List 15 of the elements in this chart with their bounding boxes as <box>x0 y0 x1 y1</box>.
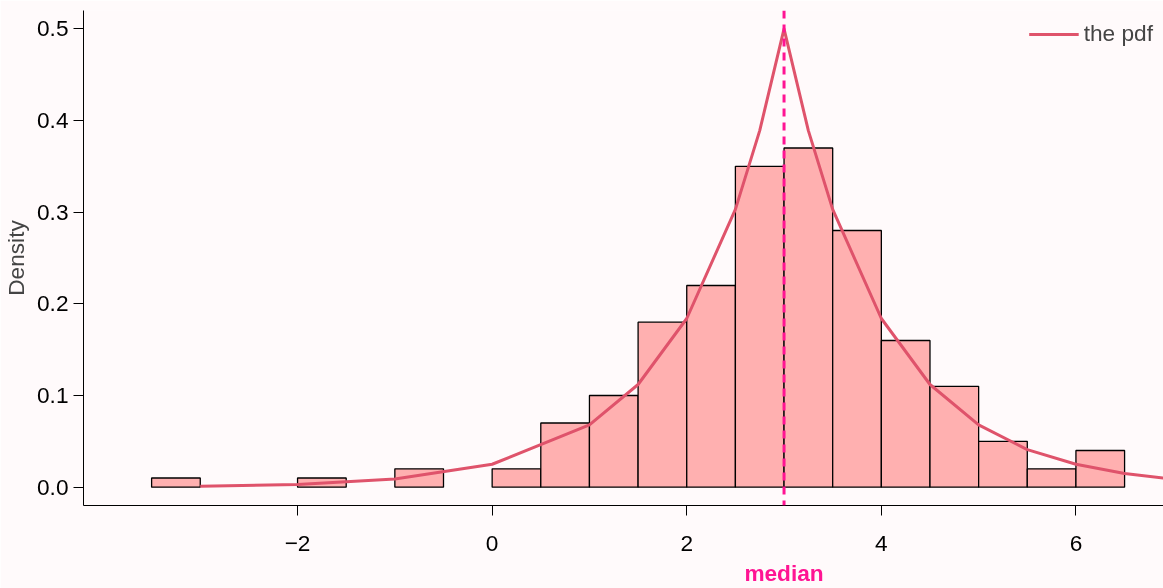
legend-label: the pdf <box>1083 20 1153 47</box>
x-tick-label: 6 <box>1069 529 1083 556</box>
x-tick-label: 2 <box>680 529 694 556</box>
ref-line-label: median <box>744 559 824 586</box>
line-series <box>198 27 1163 488</box>
y-tick-label: 0.5 <box>37 15 69 42</box>
y-tick-label: 0.2 <box>37 290 69 317</box>
y-tick-label: 0.3 <box>37 198 69 225</box>
y-tick-label: 0.4 <box>37 107 69 133</box>
x-tick-label: −2 <box>284 529 311 556</box>
y-tick-label: 0.0 <box>37 473 69 500</box>
y-axis-title: Density <box>3 219 29 296</box>
x-tick-label: 0 <box>485 529 499 556</box>
y-tick-label: 0.1 <box>37 382 69 408</box>
x-tick-label: 4 <box>875 529 888 556</box>
